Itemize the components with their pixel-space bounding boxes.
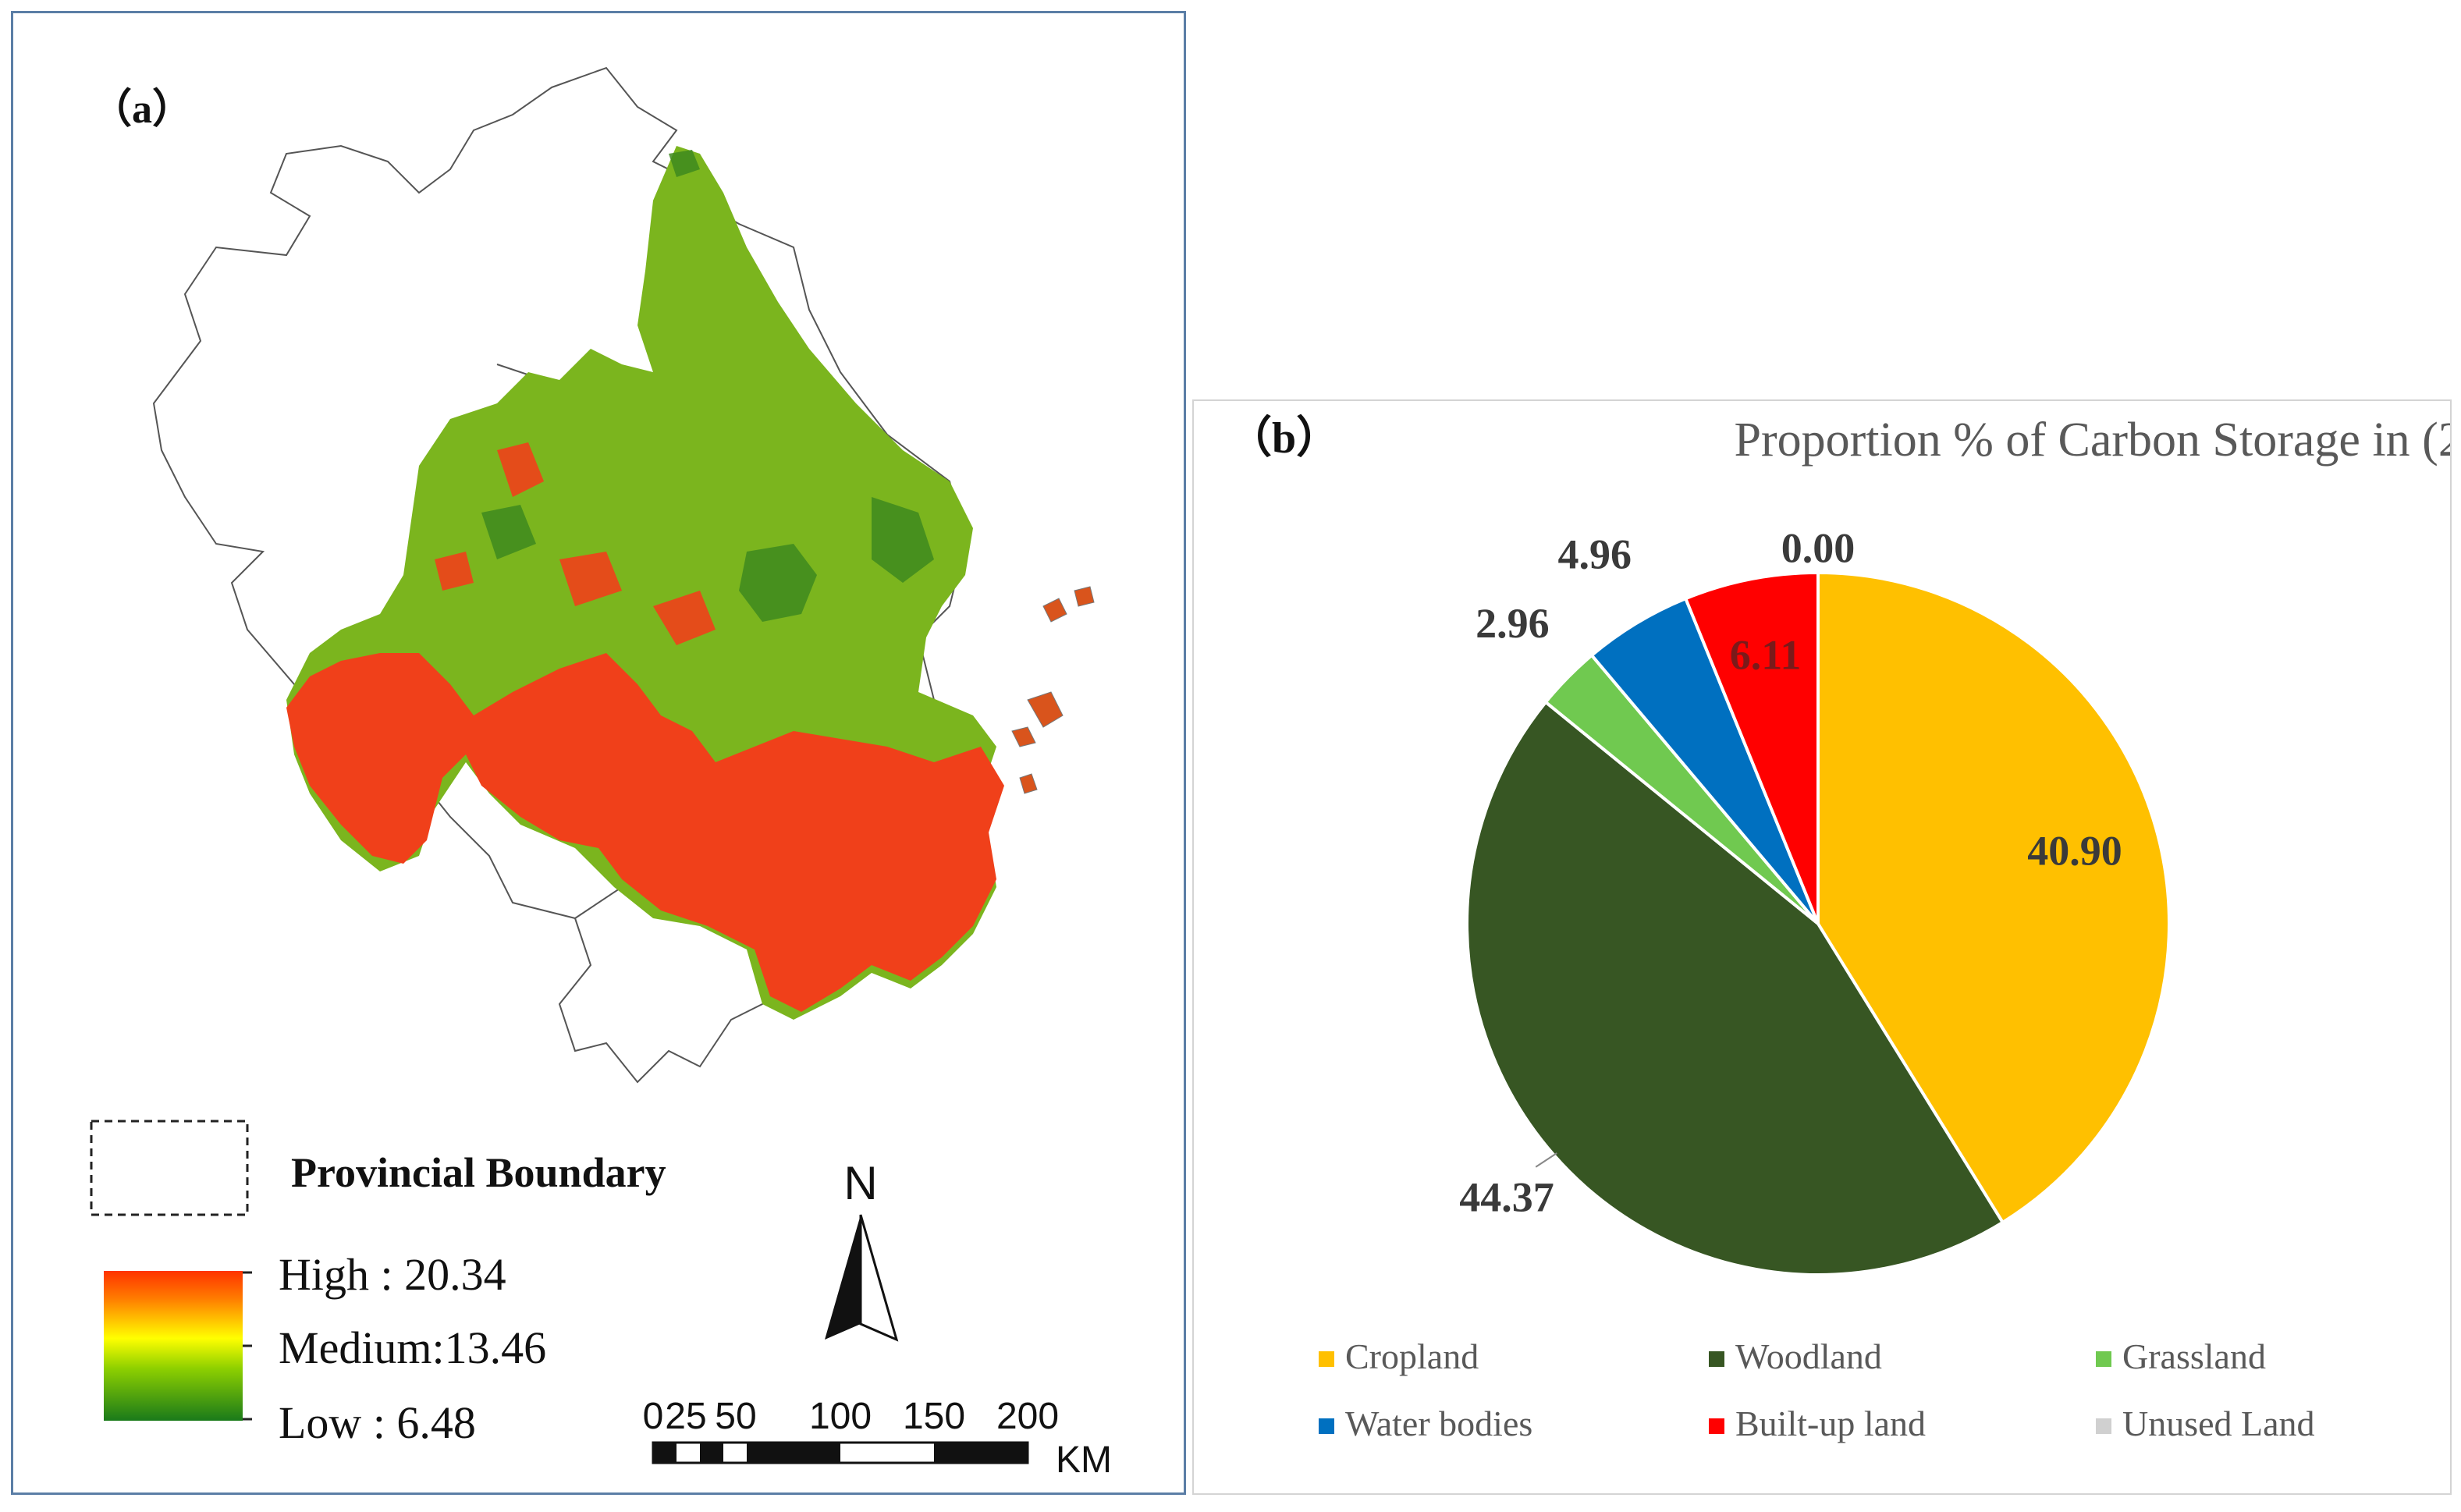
pie-slice-built-up-land — [1683, 570, 1820, 925]
data-label-grassland: 2.96 — [1476, 600, 1550, 647]
legend-label-woodland: Woodland — [1735, 1336, 1882, 1376]
legend-high-label: High : 20.34 — [279, 1249, 506, 1300]
coastal-islands — [1011, 586, 1095, 794]
boundary-legend-swatch — [90, 1120, 249, 1216]
data-label-cropland: 40.90 — [2027, 828, 2122, 875]
legend-medium-label: Medium:13.46 — [279, 1322, 546, 1373]
legend-swatch-cropland — [1319, 1351, 1334, 1367]
pie-chart-canvas: （b） Proportion % of Carbon Storage in (2… — [1228, 413, 2461, 1443]
data-label-built-up-land: 6.11 — [1730, 632, 1802, 679]
legend-label-water-bodies: Water bodies — [1345, 1404, 1532, 1443]
legend-label-built-up-land: Built-up land — [1735, 1404, 1926, 1443]
north-label: N — [843, 1157, 877, 1209]
scale-tick-150: 150 — [903, 1396, 965, 1437]
scale-tick-50: 50 — [715, 1396, 756, 1437]
carbon-storage-red-spots — [435, 442, 716, 645]
boundary-legend-label: Provincial Boundary — [291, 1149, 666, 1196]
scale-tick-200: 200 — [996, 1396, 1059, 1437]
chart-title: Proportion % of Carbon Storage in (2015) — [1735, 413, 2450, 467]
data-label-woodland: 44.37 — [1459, 1173, 1554, 1220]
scale-tick-25: 25 — [665, 1396, 706, 1437]
scale-unit: KM — [1056, 1439, 1112, 1481]
carbon-storage-red-area — [286, 653, 1004, 1012]
scale-tick-0: 0 — [643, 1396, 664, 1437]
pie-slices — [1465, 570, 2171, 1276]
legend-swatch-grassland — [2096, 1351, 2111, 1367]
pie-slice-cropland — [1816, 570, 2171, 1225]
legend-swatch-water-bodies — [1319, 1418, 1334, 1434]
scale-bar — [652, 1441, 1029, 1464]
legend-low-label: Low : 6.48 — [279, 1397, 476, 1448]
legend-label-unused-land: Unused Land — [2122, 1404, 2315, 1443]
data-label-unused-land: 0.00 — [1781, 525, 1856, 572]
map-panel: （a） Provincial Boundary High : 20.34 Med… — [11, 11, 1186, 1495]
legend-label-cropland: Cropland — [1345, 1336, 1479, 1376]
pie-chart-panel: （b） Proportion % of Carbon Storage in (2… — [1192, 399, 2461, 1495]
leader-line-woodland — [1535, 1152, 1557, 1168]
data-label-water-bodies: 4.96 — [1558, 531, 1632, 577]
map-canvas: （a） Provincial Boundary High : 20.34 Med… — [90, 66, 1112, 1481]
chart-legend: Cropland Woodland Grassland Water bodies Bui… — [1319, 1336, 2315, 1443]
pie-data-labels: 40.90 44.37 2.964.96 6.11 0.00 — [1459, 525, 2122, 1221]
legend-label-grassland: Grassland — [2122, 1336, 2266, 1376]
carbon-legend-gradient — [104, 1271, 243, 1421]
panel-b-label: （b） — [1228, 413, 1340, 463]
north-arrow-icon — [825, 1214, 899, 1342]
scale-tick-100: 100 — [809, 1396, 872, 1437]
legend-swatch-built-up-land — [1709, 1418, 1724, 1434]
legend-swatch-unused-land — [2096, 1418, 2111, 1434]
legend-swatch-woodland — [1709, 1351, 1724, 1367]
panel-a-label: （a） — [91, 87, 193, 132]
